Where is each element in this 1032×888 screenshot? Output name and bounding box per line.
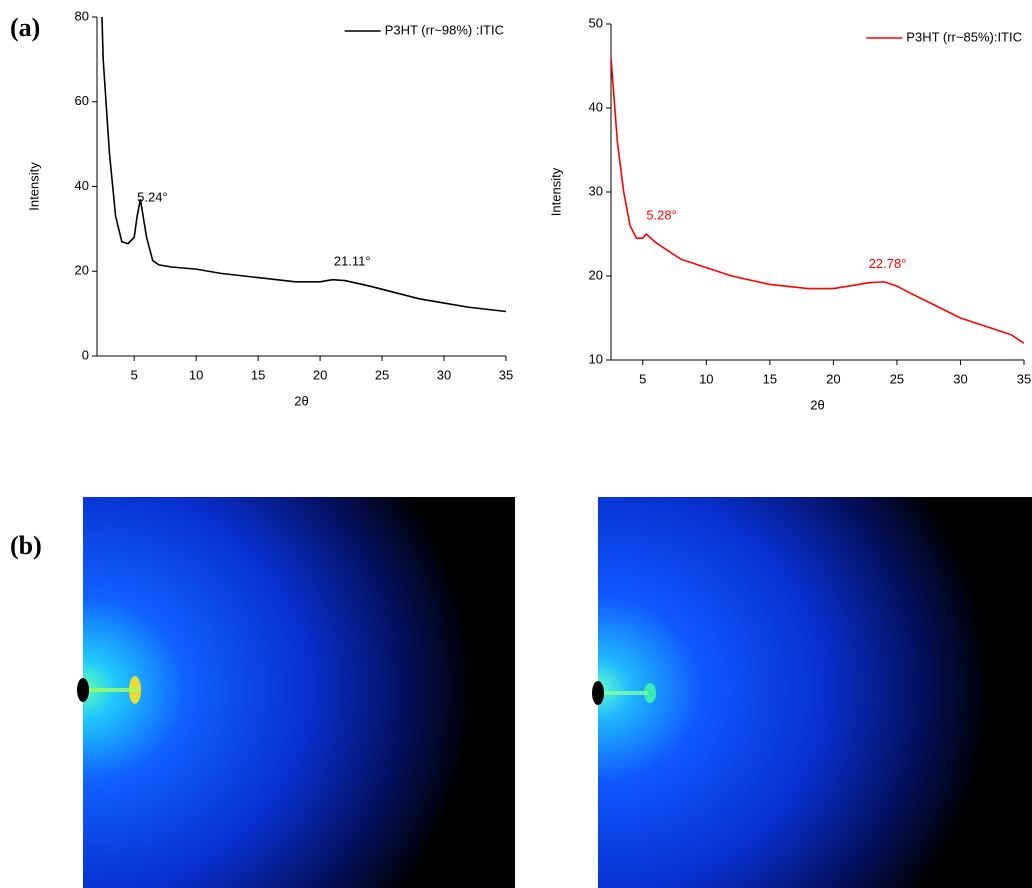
x-axis-label: 2θ xyxy=(810,397,824,412)
x-tick-label: 25 xyxy=(890,371,904,386)
x-tick-label: 30 xyxy=(437,367,451,382)
y-tick-label: 30 xyxy=(589,183,603,198)
y-tick-label: 20 xyxy=(75,263,89,278)
x-tick-label: 15 xyxy=(251,367,265,382)
streak xyxy=(603,691,648,695)
x-tick-label: 5 xyxy=(639,371,646,386)
peak-spot xyxy=(644,683,656,703)
scattering-pattern xyxy=(598,497,1032,888)
y-tick-label: 20 xyxy=(589,267,603,282)
x-tick-label: 20 xyxy=(826,371,840,386)
x-tick-label: 10 xyxy=(189,367,203,382)
y-tick-label: 50 xyxy=(589,15,603,30)
x-tick-label: 10 xyxy=(699,371,713,386)
x-tick-label: 35 xyxy=(499,367,513,382)
x-tick-label: 15 xyxy=(763,371,777,386)
x-tick-label: 25 xyxy=(375,367,389,382)
legend-label: P3HT (rr~98%) :ITIC xyxy=(385,22,504,37)
x-tick-label: 30 xyxy=(953,371,967,386)
y-axis-label: Intensity xyxy=(548,167,563,216)
legend-label: P3HT (rr~85%):ITIC xyxy=(906,29,1022,44)
beam-stop xyxy=(592,681,604,705)
y-tick-label: 40 xyxy=(589,99,603,114)
panel-label: (a) xyxy=(10,13,40,42)
panel-label: (b) xyxy=(10,531,42,560)
annotation: 5.24° xyxy=(137,190,168,205)
giwaxs-image xyxy=(592,497,1032,888)
y-tick-label: 0 xyxy=(82,347,89,362)
y-tick-label: 60 xyxy=(75,93,89,108)
x-tick-label: 20 xyxy=(313,367,327,382)
x-tick-label: 5 xyxy=(131,367,138,382)
scattering-pattern xyxy=(83,497,515,888)
y-tick-label: 10 xyxy=(589,351,603,366)
annotation: 21.11° xyxy=(334,253,371,268)
data-line xyxy=(101,17,506,313)
x-tick-label: 35 xyxy=(1017,371,1031,386)
y-tick-label: 40 xyxy=(75,178,89,193)
chart: 0 20 40 60 80 5 10 15 20 25 30 35 2θ Intensity P3HT (r… xyxy=(26,8,513,408)
chart: 10 20 30 40 50 5 10 15 20 25 30 35 2θ Intensity P3HT (… xyxy=(548,15,1031,412)
y-axis-label: Intensity xyxy=(26,162,41,211)
giwaxs-image xyxy=(77,497,515,888)
annotation: 5.28° xyxy=(646,207,677,222)
x-axis-label: 2θ xyxy=(294,393,308,408)
data-line xyxy=(611,57,1024,344)
y-tick-label: 80 xyxy=(75,8,89,23)
beam-stop xyxy=(77,678,89,702)
annotation: 22.78° xyxy=(869,256,907,271)
streak xyxy=(88,688,138,692)
